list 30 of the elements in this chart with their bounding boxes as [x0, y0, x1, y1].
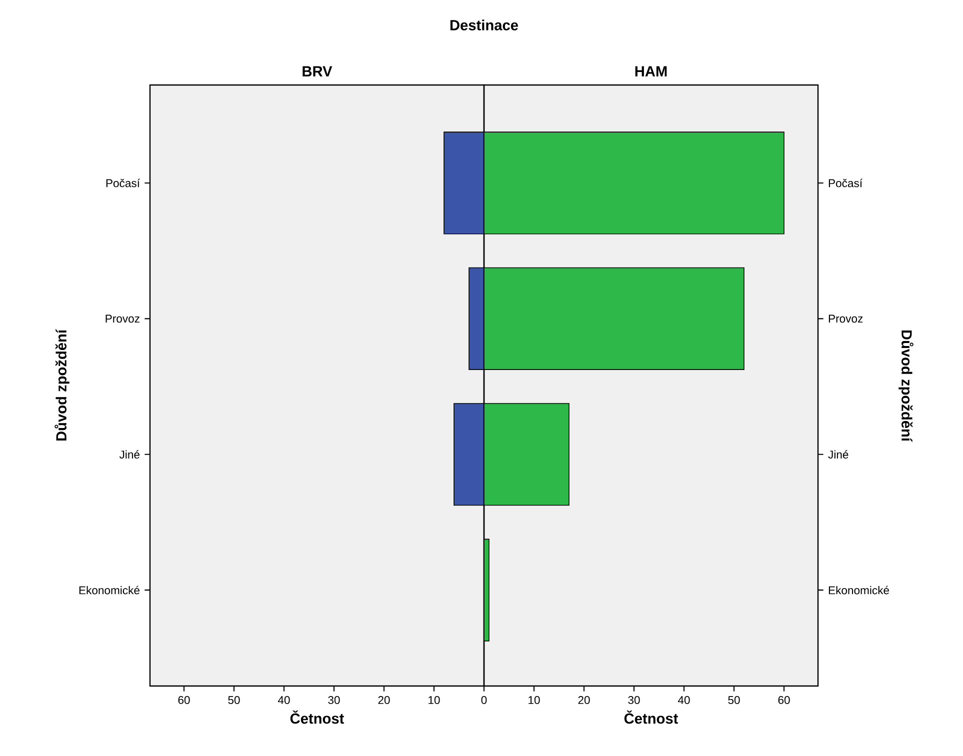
x-tick-label: 50	[728, 696, 740, 704]
bar	[444, 132, 484, 234]
x-axis-title: Četnost	[290, 710, 344, 724]
chart-subtitle: HAM	[635, 66, 667, 76]
y-axis-title: Důvod zpoždění	[898, 330, 914, 442]
y-axis-title: Důvod zpoždění	[54, 329, 70, 441]
x-tick-label: 10	[428, 696, 440, 704]
y-tick-label: Počasí	[828, 178, 862, 188]
y-tick-label: Jiné	[119, 450, 140, 459]
chart-subtitle: BRV	[302, 66, 332, 76]
y-tick-label: Ekonomické	[79, 586, 140, 594]
chart-title: Destinace	[450, 20, 518, 30]
y-tick-label: Provoz	[828, 314, 863, 323]
x-axis-title: Četnost	[624, 710, 678, 724]
y-tick-label: Počasí	[106, 178, 140, 188]
x-tick-label: 60	[778, 696, 790, 704]
y-tick-label: Provoz	[106, 314, 140, 323]
x-tick-label: 10	[528, 696, 540, 704]
x-tick-label: 40	[678, 696, 690, 704]
y-tick-label: Jiné	[828, 450, 848, 459]
x-tick-label: 20	[578, 696, 590, 704]
x-tick-label: 30	[328, 696, 340, 704]
bar	[468, 267, 484, 370]
x-tick-label: 30	[628, 696, 640, 704]
y-tick-label: Ekonomické	[828, 586, 889, 594]
x-tick-label: 0	[481, 696, 487, 704]
x-tick-label: 20	[378, 696, 390, 704]
x-tick-label: 60	[178, 696, 190, 704]
x-tick-label: 50	[228, 696, 240, 704]
x-tick-label: 40	[278, 696, 290, 704]
